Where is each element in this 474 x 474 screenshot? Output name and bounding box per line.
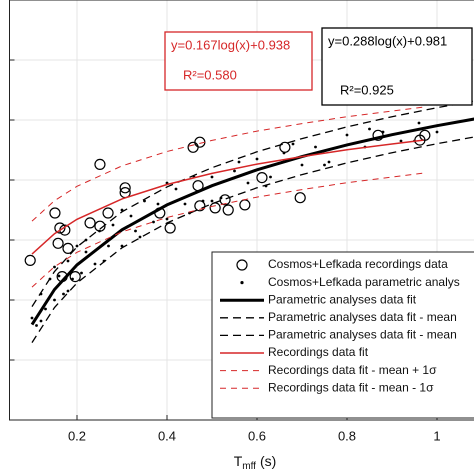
x-tick-label: 0.8 <box>338 428 356 443</box>
parametric-point <box>35 324 38 327</box>
parametric-point <box>30 316 34 320</box>
fit-line <box>31 100 474 307</box>
annotation-text: y=0.288log(x)+0.981 <box>328 33 447 48</box>
parametric-point <box>300 163 304 167</box>
parametric-point <box>84 250 88 254</box>
recording-point <box>294 192 306 204</box>
recording-point <box>119 182 131 194</box>
parametric-point <box>57 274 61 278</box>
parametric-point <box>93 262 97 266</box>
parametric-point <box>75 244 79 248</box>
recording-point <box>24 254 36 266</box>
parametric-point <box>53 265 56 269</box>
legend-label: Recordings data fit <box>268 345 369 359</box>
legend-label: Parametric analyses data fit - mean <box>268 310 457 324</box>
fit-line <box>31 136 474 343</box>
parametric-point <box>62 292 65 296</box>
fit-line <box>31 106 424 222</box>
fit-line <box>31 139 424 255</box>
recording-point <box>94 158 106 170</box>
recording-point <box>164 222 176 234</box>
recording-point <box>94 220 106 232</box>
recording-point <box>419 129 431 141</box>
parametric-point <box>368 127 371 131</box>
x-tick-label: 1 <box>433 428 440 443</box>
parametric-point <box>129 214 133 218</box>
parametric-point <box>66 259 70 263</box>
parametric-point <box>210 175 214 179</box>
legend-label: Recordings data fit - mean + 1σ <box>268 363 437 377</box>
x-tick-label: 0.2 <box>68 428 86 443</box>
legend-marker <box>236 259 248 271</box>
fit-line <box>30 117 474 326</box>
legend-box <box>211 251 474 419</box>
x-label-unit: (s) <box>260 453 276 469</box>
parametric-point <box>152 220 155 224</box>
x-axis-label: Tmff (s) <box>234 453 277 472</box>
parametric-point <box>345 133 349 137</box>
parametric-point <box>255 157 259 161</box>
parametric-point <box>269 175 272 179</box>
parametric-point <box>44 307 47 311</box>
x-tick-label: 0.6 <box>248 428 266 443</box>
parametric-point <box>134 229 137 233</box>
parametric-point <box>233 169 236 173</box>
parametric-point <box>291 142 295 146</box>
legend-label: Recordings data fit - mean - 1σ <box>268 380 434 394</box>
parametric-point <box>417 121 421 125</box>
parametric-point <box>138 235 142 239</box>
parametric-point <box>399 139 403 143</box>
annotation-box <box>321 27 473 106</box>
parametric-point <box>314 145 317 149</box>
legend-marker <box>240 281 244 285</box>
annotation-text: y=0.167log(x)+0.938 <box>171 37 290 52</box>
axes-frame <box>9 0 474 421</box>
x-tick-label: 0.4 <box>158 428 176 443</box>
recording-point <box>49 207 61 219</box>
annotation-box <box>164 31 313 91</box>
legend-label: Parametric analyses data fit <box>268 292 417 306</box>
legend-label: Parametric analyses data fit - mean <box>268 328 457 342</box>
recording-point <box>54 222 66 234</box>
recording-point <box>102 207 114 219</box>
parametric-point <box>210 199 214 203</box>
parametric-point <box>156 202 160 206</box>
parametric-point <box>111 223 115 227</box>
fit-line <box>31 172 424 288</box>
recording-point <box>52 237 64 249</box>
recording-point <box>62 242 74 254</box>
parametric-point <box>323 163 326 167</box>
parametric-point <box>165 217 169 221</box>
parametric-point <box>435 130 439 134</box>
parametric-point <box>107 244 110 248</box>
parametric-point <box>246 181 250 185</box>
parametric-point <box>327 160 331 164</box>
parametric-point <box>174 187 178 191</box>
legend-label: Cosmos+Lefkada recordings data <box>268 257 448 271</box>
annotation-text: R²=0.925 <box>340 82 394 97</box>
parametric-point <box>53 298 56 302</box>
x-label-main: T <box>234 453 243 469</box>
recording-point <box>69 271 81 283</box>
parametric-point <box>183 202 187 206</box>
parametric-point <box>237 160 241 164</box>
recording-point <box>219 194 231 206</box>
recording-point <box>194 200 206 212</box>
recording-point <box>222 204 234 216</box>
parametric-point <box>66 289 70 293</box>
legend-label: Cosmos+Lefkada parametric analys <box>268 275 460 289</box>
recording-point <box>84 217 96 229</box>
parametric-point <box>80 271 83 275</box>
annotation-text: R²=0.580 <box>183 67 237 82</box>
parametric-point <box>39 319 43 323</box>
recording-point <box>256 172 268 184</box>
x-label-sub: mff <box>242 461 256 472</box>
recording-point <box>279 141 291 153</box>
